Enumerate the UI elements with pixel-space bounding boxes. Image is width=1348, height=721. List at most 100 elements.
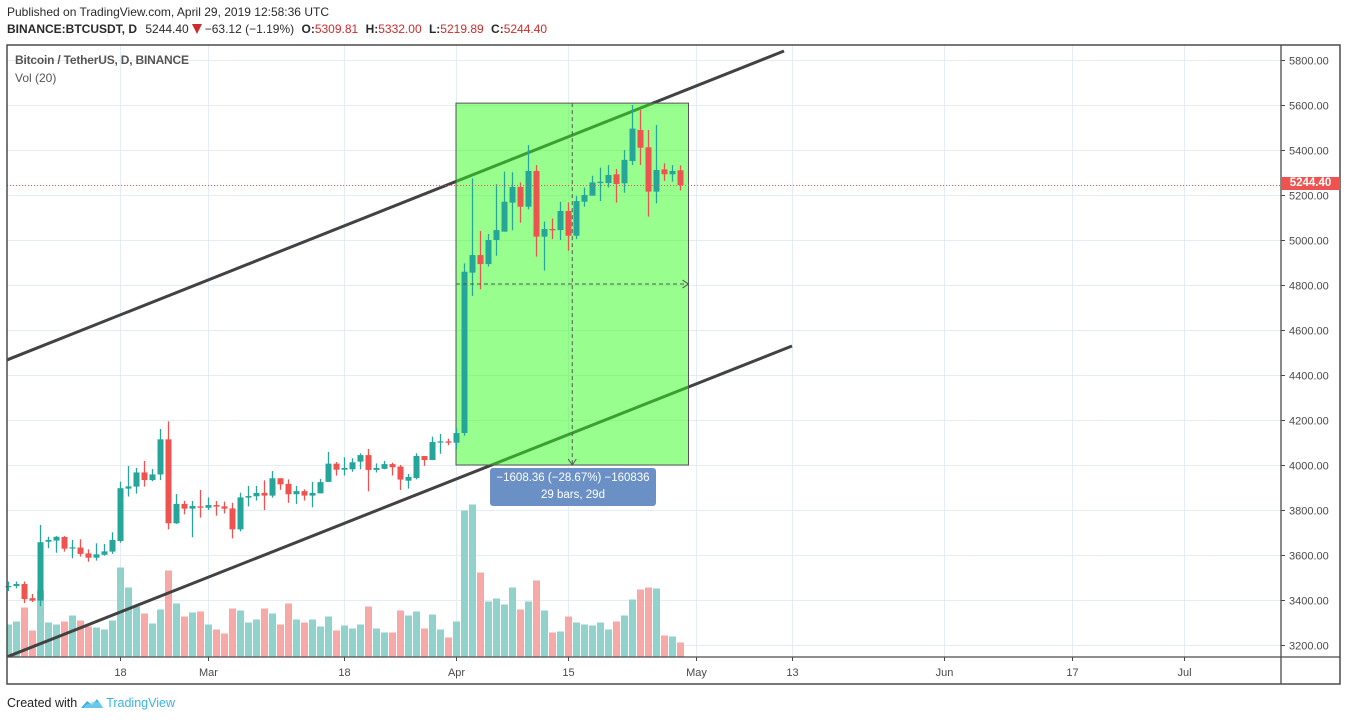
candle <box>413 453 420 480</box>
tradingview-logo-icon[interactable] <box>80 696 104 710</box>
candle-body <box>613 174 620 184</box>
volume-bar <box>613 621 620 657</box>
candle-body <box>253 492 260 497</box>
footer: Created with TradingView <box>7 695 175 711</box>
volume-bar <box>245 622 252 657</box>
price-tick-label: 3200.00 <box>1289 641 1329 653</box>
candle <box>61 536 68 552</box>
candle <box>29 593 36 603</box>
measurement-price-change: −1608.36 (−28.67%) −160836 <box>496 472 650 484</box>
candle <box>101 543 108 556</box>
price-tick-label: 3600.00 <box>1289 551 1329 563</box>
candle-body <box>157 439 164 475</box>
time-tick-label: Jul <box>1177 667 1191 679</box>
candle <box>277 478 284 490</box>
candle <box>405 474 412 489</box>
volume-bar <box>533 580 540 657</box>
candle-body <box>357 455 364 462</box>
candle-body <box>221 506 228 509</box>
candle <box>629 105 636 166</box>
candle <box>565 202 572 251</box>
volume-legend[interactable]: Vol (20) <box>15 71 57 85</box>
volume-bar <box>557 631 564 657</box>
volume-bar <box>189 612 196 657</box>
candle-body <box>653 170 660 192</box>
volume-bar <box>317 626 324 657</box>
price-tick-label: 5800.00 <box>1289 56 1329 68</box>
volume-bar <box>477 572 484 657</box>
candle-body <box>581 195 588 202</box>
candle-body <box>205 505 212 508</box>
volume-bar <box>573 622 580 657</box>
candle <box>109 532 116 554</box>
candle <box>189 501 196 538</box>
candle-body <box>277 478 284 485</box>
volume-bar <box>589 625 596 657</box>
volume-bar <box>357 624 364 657</box>
volume-bar <box>581 624 588 657</box>
volume-bar <box>429 614 436 657</box>
price-tick-label: 4400.00 <box>1289 371 1329 383</box>
candle <box>85 549 92 562</box>
candle-body <box>389 464 396 468</box>
candle-body <box>405 476 412 481</box>
volume-bar <box>405 615 412 657</box>
tradingview-link[interactable]: TradingView <box>106 696 175 710</box>
volume-bar <box>445 637 452 657</box>
candle <box>645 129 652 217</box>
candle-body <box>333 463 340 470</box>
candle-body <box>69 547 76 549</box>
time-axis[interactable]: 18 Mar 18 Apr 15 May 13 Jun 17 Jul <box>114 657 1192 679</box>
upper-trendline[interactable] <box>7 49 785 362</box>
arrow-right-icon <box>682 279 690 289</box>
candle <box>517 182 524 223</box>
measurement-bars: 29 bars, 29d <box>541 489 605 501</box>
volume-bar <box>501 604 508 657</box>
candle <box>485 233 492 267</box>
volume-bar <box>221 633 228 657</box>
volume-bar <box>237 610 244 657</box>
volume-bar <box>549 632 556 657</box>
open-value: 5309.81 <box>314 22 359 36</box>
price-tick-label: 5000.00 <box>1289 236 1329 248</box>
price-tick-label: 3400.00 <box>1289 596 1329 608</box>
candle <box>269 471 276 498</box>
candle <box>13 581 20 589</box>
candle-body <box>437 441 444 443</box>
volume-bar <box>173 603 180 657</box>
volume-bar <box>509 587 516 657</box>
open-label: O: <box>301 22 315 36</box>
series-legend[interactable]: Bitcoin / TetherUS, D, BINANCE <box>15 53 189 67</box>
candle <box>509 172 516 231</box>
candle <box>45 536 52 549</box>
last-price-label: 5244.40 <box>1281 177 1340 190</box>
candle <box>69 539 76 559</box>
price-axis[interactable]: 5800.00 5600.00 5400.00 5200.00 5000.00 4800.… <box>1281 56 1329 653</box>
volume-bar <box>197 611 204 657</box>
candle-body <box>293 491 300 495</box>
time-tick-label: 18 <box>114 667 126 679</box>
volume-bar <box>629 599 636 657</box>
candle <box>197 489 204 518</box>
candle <box>317 478 324 494</box>
volume-bar <box>669 636 676 657</box>
candle <box>309 481 316 508</box>
volume-bar <box>469 504 476 657</box>
candle <box>325 451 332 482</box>
volume-bar <box>485 601 492 657</box>
candle-body <box>525 170 532 207</box>
chart-frame <box>6 44 1341 685</box>
volume-bar <box>285 603 292 657</box>
candle <box>37 525 44 607</box>
candle-body <box>109 539 116 552</box>
candle <box>117 481 124 543</box>
candle <box>237 492 244 532</box>
candle-body <box>469 255 476 273</box>
candle-body <box>317 482 324 494</box>
volume-bar <box>133 606 140 657</box>
price-tick-label: 5600.00 <box>1289 101 1329 113</box>
candle-body <box>645 147 652 192</box>
candle-body <box>301 491 308 496</box>
candle <box>141 460 148 487</box>
